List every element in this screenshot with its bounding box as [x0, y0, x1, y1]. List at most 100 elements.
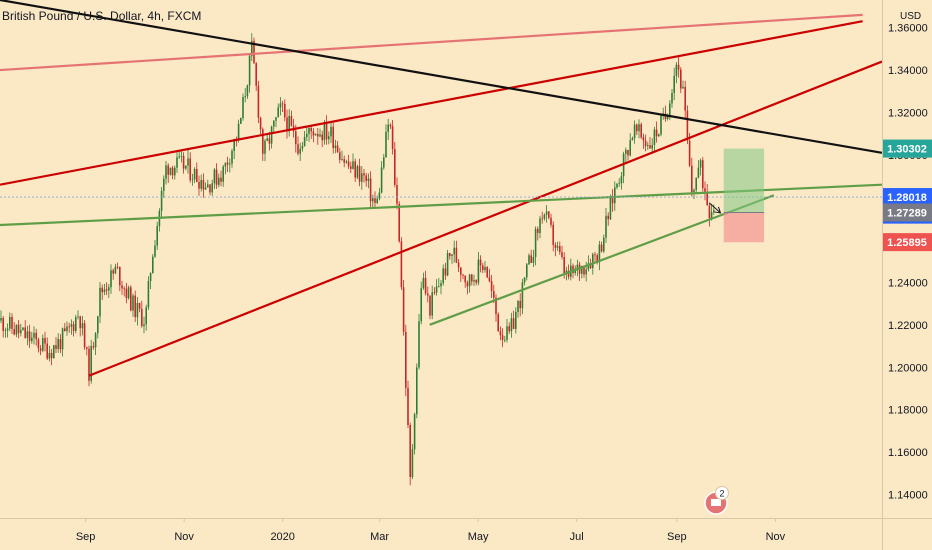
y-tick-label: 1.36000 [888, 23, 928, 35]
candle [497, 314, 499, 332]
candle [22, 327, 24, 331]
candle [132, 295, 134, 311]
candle [620, 176, 623, 184]
candle [653, 129, 656, 145]
candle [484, 267, 486, 271]
candle [409, 425, 411, 477]
candle [460, 267, 462, 275]
candle [684, 86, 686, 111]
candle [266, 138, 268, 141]
candle [385, 131, 387, 158]
event-count-text: 2 [719, 489, 724, 499]
position-tool[interactable] [708, 148, 765, 243]
candle [702, 160, 704, 189]
y-tick-label: 1.20000 [888, 362, 928, 374]
candle [548, 211, 550, 218]
candle [174, 167, 176, 176]
candle [493, 290, 495, 298]
candle [647, 145, 649, 147]
y-tick-label: 1.34000 [888, 65, 928, 77]
candle [451, 254, 453, 257]
candle [680, 69, 682, 89]
candle [319, 134, 321, 137]
candle [176, 157, 178, 168]
candle [279, 103, 282, 108]
candle [301, 146, 304, 149]
candle [334, 145, 337, 149]
candle [39, 348, 42, 351]
candle [596, 255, 598, 263]
y-tick-label: 1.32000 [888, 108, 928, 120]
candle [26, 331, 29, 338]
candle [592, 254, 594, 269]
candle [585, 269, 587, 275]
candle [114, 266, 117, 274]
trend-line [88, 60, 883, 377]
price-label-box [883, 139, 932, 158]
candle [523, 277, 526, 283]
candle [534, 228, 537, 258]
candle [303, 136, 306, 147]
x-tick-label: Nov [174, 531, 194, 543]
candle [609, 196, 612, 220]
arrow-line [708, 202, 721, 214]
candle [616, 183, 618, 188]
candle [231, 150, 233, 164]
candle [671, 92, 673, 104]
candle [123, 288, 125, 290]
candle [655, 129, 658, 137]
candle [512, 318, 515, 329]
candle [281, 103, 284, 105]
candle [189, 158, 191, 181]
candle [365, 175, 367, 181]
candle [352, 161, 354, 169]
candle [528, 255, 530, 265]
x-tick-label: 2020 [270, 531, 294, 543]
candle [515, 311, 517, 329]
candle [79, 316, 81, 329]
candle [506, 326, 508, 340]
candle [695, 177, 697, 190]
candle [229, 163, 231, 165]
candle [70, 324, 73, 327]
trend-line [429, 194, 775, 326]
trend-lines-layer [0, 0, 883, 377]
candle [688, 140, 691, 166]
candle [444, 268, 447, 276]
candle [94, 333, 97, 348]
candle [138, 302, 141, 309]
candle [429, 295, 431, 316]
candle [323, 123, 326, 141]
candle [66, 326, 68, 332]
candle [466, 282, 469, 287]
candle [207, 184, 209, 188]
y-tick-label: 1.16000 [888, 447, 928, 459]
candle [312, 131, 315, 136]
candle [286, 117, 288, 132]
candle [220, 177, 222, 182]
candle [187, 158, 189, 166]
candle [4, 330, 7, 332]
candle [141, 308, 143, 327]
candle [92, 346, 95, 348]
candle [361, 173, 363, 182]
candle [295, 131, 297, 145]
candle [202, 179, 205, 190]
candle [55, 345, 57, 349]
candle [9, 316, 11, 329]
candle [651, 144, 653, 149]
candle [475, 279, 477, 283]
candle [273, 120, 275, 127]
candle [530, 255, 532, 263]
candle [420, 288, 422, 322]
candle [413, 414, 416, 450]
candle [116, 266, 119, 268]
chart-title: British Pound / U.S. Dollar, 4h, FXCM [2, 9, 202, 23]
candle [0, 317, 2, 321]
candle [433, 292, 436, 294]
candle [152, 256, 154, 274]
candle [363, 173, 365, 176]
candle [226, 162, 229, 165]
